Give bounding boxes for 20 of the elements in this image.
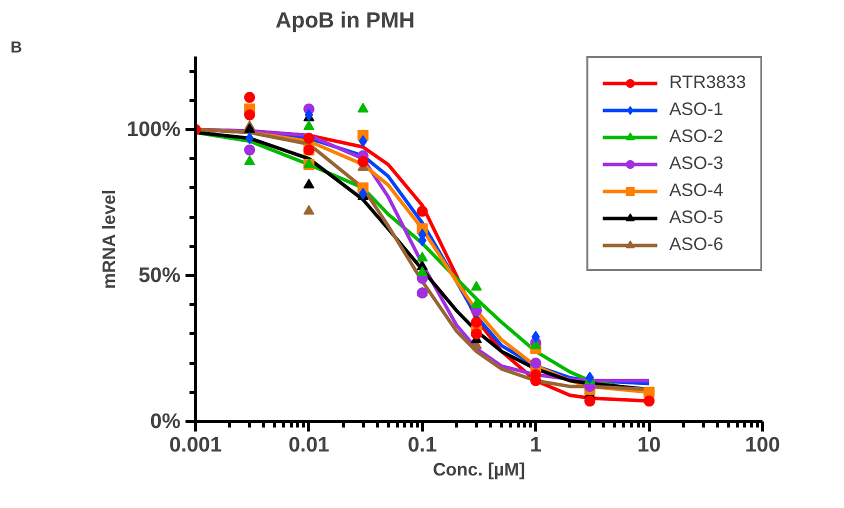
legend-label: ASO-4	[669, 180, 724, 201]
x-tick-label: 0.001	[169, 434, 222, 456]
x-tick-label: 1	[530, 434, 542, 456]
legend-label: ASO-6	[669, 234, 724, 255]
x-axis-title: Conc. [µM]	[432, 460, 526, 480]
x-tick-label: 10	[637, 434, 661, 456]
legend-label: ASO-3	[669, 153, 724, 174]
x-tick-label: 100	[744, 434, 780, 456]
y-tick-label: 100%	[126, 118, 181, 141]
x-tick-label: 0.01	[288, 434, 330, 456]
legend-label: ASO-5	[669, 207, 724, 228]
chart-title: ApoB in PMH	[276, 8, 415, 32]
legend-label: ASO-1	[669, 99, 724, 120]
y-axis-title: mRNA level	[98, 190, 119, 290]
x-tick-label: 0.1	[408, 434, 438, 456]
text: B	[10, 40, 22, 56]
y-tick-label: 0%	[150, 410, 181, 433]
y-tick-label: 50%	[138, 264, 181, 287]
legend-label: RTR3833	[669, 72, 746, 93]
legend-label: ASO-2	[669, 126, 724, 147]
